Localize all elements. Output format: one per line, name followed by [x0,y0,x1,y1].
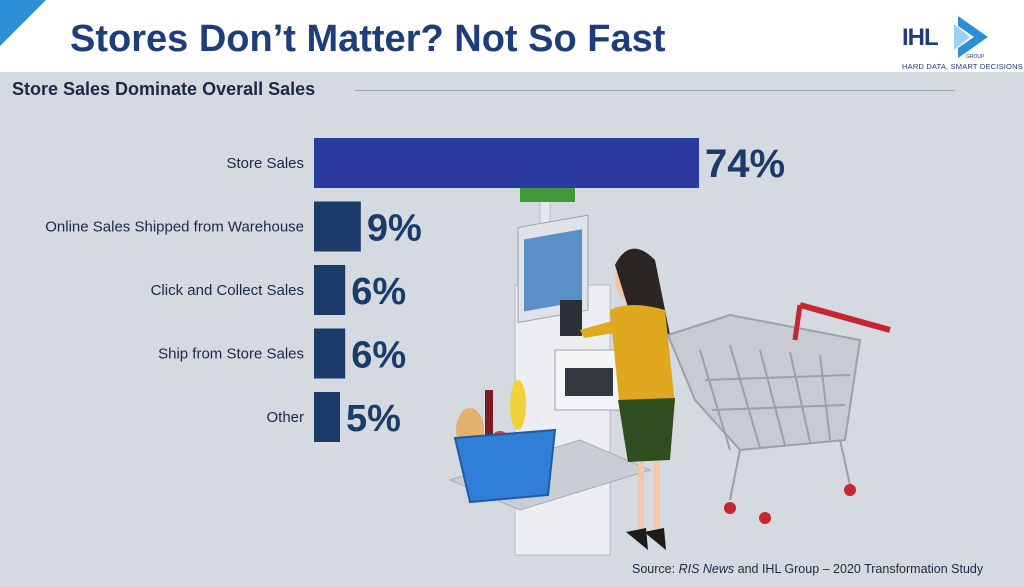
source-note: Source: RIS News and IHL Group – 2020 Tr… [632,562,983,576]
page-title: Stores Don’t Matter? Not So Fast [70,18,666,60]
bar [314,138,699,188]
shopper-woman-icon [580,248,675,550]
bar [314,328,346,379]
logo-chevron-icon: GROUP [954,16,988,60]
chart-subtitle: Store Sales Dominate Overall Sales [12,79,316,99]
value-label: 5% [346,398,401,440]
value-label: 74% [705,142,785,186]
category-label: Click and Collect Sales [151,282,304,299]
ihl-logo: IHL GROUP HARD DATA, SMART DECISIONS [900,12,1023,74]
logo-tagline: HARD DATA, SMART DECISIONS [902,62,1023,71]
scanner-glass [565,368,613,396]
logo-text: IHL [902,24,939,51]
kiosk-screen [524,229,582,312]
bar [314,201,361,252]
bar-chart: Store Sales 74% Online Sales Shipped from … [45,138,785,442]
corner-accent [0,0,46,46]
bar [314,392,341,442]
card-reader-icon [560,300,582,336]
self-checkout-illustration [448,145,891,556]
bar [314,265,346,315]
source-prefix: Source: [632,562,679,576]
value-label: 9% [367,208,422,250]
source-suffix: and IHL Group – 2020 Transformation Stud… [734,562,984,576]
category-label: Store Sales [226,155,304,172]
logo-subtext: GROUP [966,54,985,60]
category-label: Online Sales Shipped from Warehouse [45,219,304,236]
value-label: 6% [351,335,406,377]
subtitle-divider [355,90,955,91]
category-label: Ship from Store Sales [158,346,304,363]
value-label: 6% [351,271,406,313]
category-label: Other [266,409,304,426]
shopping-cart-icon [666,302,891,524]
source-publication: RIS News [678,562,735,576]
header-bar: Stores Don’t Matter? Not So Fast IHL GRO… [0,0,1024,72]
grocery-basket-icon [453,380,557,504]
